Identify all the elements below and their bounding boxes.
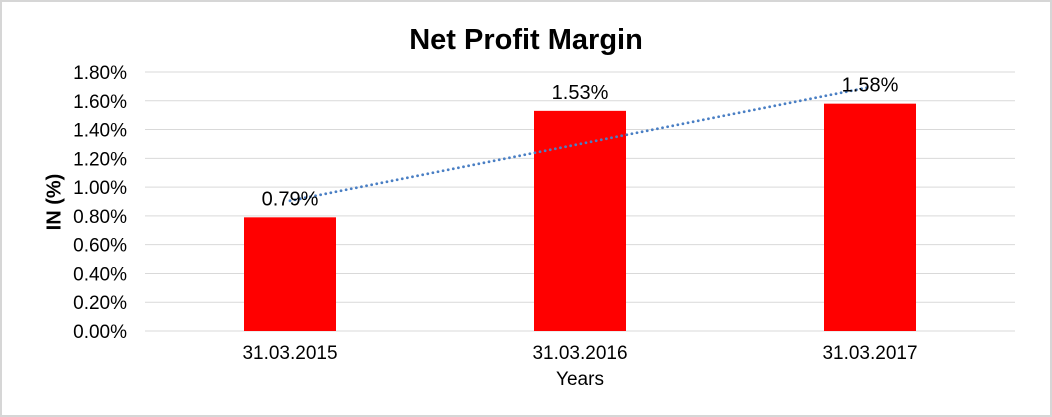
data-label: 1.53% <box>552 82 609 104</box>
y-tick-label: 1.80% <box>73 63 127 84</box>
bar <box>244 217 336 331</box>
y-tick-label: 0.60% <box>73 236 127 257</box>
y-tick-label: 1.20% <box>73 149 127 170</box>
y-tick-label: 1.60% <box>73 92 127 113</box>
y-tick-label: 0.80% <box>73 207 127 228</box>
y-tick-label: 0.40% <box>73 264 127 285</box>
x-tick-label: 31.03.2015 <box>242 343 337 364</box>
trendline <box>288 85 872 203</box>
y-tick-label: 1.00% <box>73 178 127 199</box>
y-tick-label: 1.40% <box>73 121 127 142</box>
bar <box>534 110 626 331</box>
x-tick-label: 31.03.2016 <box>532 343 627 364</box>
y-tick-label: 0.20% <box>73 293 127 314</box>
x-axis-title: Years <box>556 369 604 390</box>
y-tick-label: 0.00% <box>73 322 127 343</box>
bar <box>824 103 916 332</box>
data-label: 0.79% <box>262 188 319 210</box>
x-tick-label: 31.03.2017 <box>822 343 917 364</box>
chart-title: Net Profit Margin <box>409 24 643 56</box>
data-label: 1.58% <box>842 75 899 97</box>
